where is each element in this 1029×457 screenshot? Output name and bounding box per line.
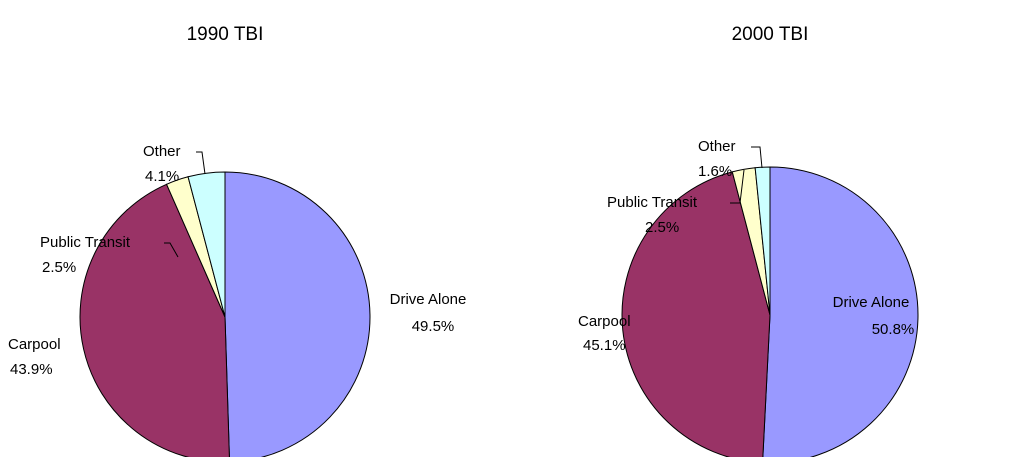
- slice-label: Public Transit: [40, 234, 131, 251]
- slice-value-label: 45.1%: [583, 337, 626, 354]
- pie-slice: [224, 171, 371, 457]
- slice-value-label: 50.8%: [872, 321, 915, 338]
- pie-slice: [621, 171, 771, 457]
- pie-slice: [754, 166, 771, 316]
- slice-label: Carpool: [8, 336, 61, 353]
- pie-slice: [79, 183, 230, 457]
- leader-line: [164, 242, 179, 258]
- leader-line: [751, 146, 763, 169]
- slice-label: Drive Alone: [390, 291, 467, 308]
- pie-slice: [187, 171, 226, 318]
- slice-value-label: 4.1%: [145, 168, 179, 185]
- chart-title: 2000 TBI: [732, 24, 809, 45]
- chart-title: 1990 TBI: [187, 24, 264, 45]
- slice-label: Drive Alone: [833, 294, 910, 311]
- slice-value-label: 2.5%: [42, 259, 76, 276]
- slice-value-label: 1.6%: [698, 163, 732, 180]
- slice-label: Other: [698, 138, 736, 155]
- pie-slice: [762, 166, 919, 457]
- leader-line: [196, 151, 206, 175]
- slice-value-label: 43.9%: [10, 361, 53, 378]
- slice-label: Public Transit: [607, 194, 698, 211]
- slice-label: Other: [143, 143, 181, 160]
- slice-value-label: 49.5%: [412, 318, 455, 335]
- leader-line: [730, 169, 745, 204]
- slice-label: Carpool: [578, 313, 631, 330]
- slice-value-label: 2.5%: [645, 219, 679, 236]
